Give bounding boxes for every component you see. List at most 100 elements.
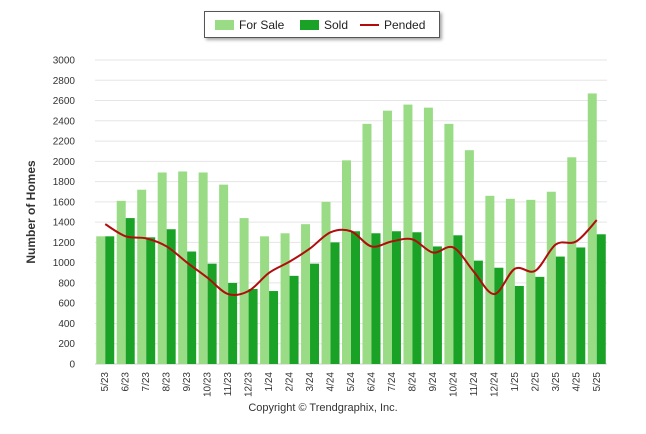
bar-sold — [269, 291, 279, 364]
y-tick-label: 0 — [69, 360, 75, 371]
y-tick-label: 1000 — [53, 258, 76, 269]
bar-sold — [351, 231, 360, 364]
bar-sold — [289, 275, 299, 364]
bar-for-sale — [382, 110, 392, 365]
bar-for-sale — [239, 218, 249, 364]
y-tick-label: 2000 — [53, 157, 76, 168]
bar-for-sale — [260, 236, 270, 364]
y-tick-labels: 0 200 400 600 800 1000 1200 1400 1600 1800 2000 220… — [53, 56, 76, 371]
bar-for-sale — [116, 200, 126, 364]
bar-sold — [535, 276, 545, 364]
bar-for-sale — [464, 150, 474, 364]
bar-sold — [432, 246, 442, 364]
legend-label-for-sale: For Sale — [239, 18, 285, 32]
x-tick-label: 4/25 — [571, 372, 582, 392]
bar-for-sale — [137, 189, 147, 364]
y-tick-label: 1200 — [53, 238, 76, 249]
bar-for-sale — [567, 157, 577, 364]
bar-sold — [228, 282, 238, 364]
bar-for-sale — [321, 201, 331, 364]
bar-for-sale — [219, 184, 229, 364]
x-tick-label: 3/24 — [305, 372, 316, 392]
x-tick-label: 5/24 — [346, 372, 357, 392]
x-tick-labels: 5/23 6/23 7/23 8/23 9/23 10/23 11/23 12/23 1/24 2… — [100, 372, 603, 397]
x-tick-label: 12/24 — [489, 372, 500, 397]
x-tick-label: 12/23 — [244, 372, 255, 397]
bar-sold — [473, 260, 483, 364]
bar-sold — [207, 263, 217, 364]
bar-for-sale — [157, 172, 167, 364]
legend: For Sale Sold Pended — [204, 11, 440, 38]
x-tick-label: 8/23 — [162, 372, 173, 392]
bar-for-sale — [178, 171, 188, 364]
x-tick-label: 8/24 — [407, 372, 418, 392]
x-tick-label: 9/24 — [428, 372, 439, 392]
legend-item-pended: Pended — [360, 18, 425, 32]
bar-sold — [555, 256, 565, 364]
x-tick-label: 11/23 — [223, 372, 234, 397]
bar-for-sale — [403, 104, 413, 364]
bar-sold — [596, 234, 606, 364]
for-sale-swatch — [215, 20, 234, 30]
x-tick-label: 11/24 — [469, 372, 480, 397]
bar-for-sale — [526, 199, 536, 364]
x-tick-label: 1/25 — [510, 372, 521, 392]
bar-sold — [248, 289, 258, 364]
x-tick-label: 7/23 — [141, 372, 152, 392]
x-tick-label: 5/23 — [100, 372, 111, 392]
legend-item-for-sale: For Sale — [215, 18, 284, 32]
x-tick-label: 7/24 — [387, 372, 398, 392]
x-tick-label: 10/24 — [448, 372, 459, 397]
bar-sold — [371, 233, 381, 364]
x-tick-label: 10/23 — [203, 372, 214, 397]
x-tick-label: 9/23 — [182, 372, 193, 392]
y-tick-label: 1600 — [53, 197, 76, 208]
y-tick-label: 200 — [58, 339, 75, 350]
legend-label-sold: Sold — [324, 18, 349, 32]
y-tick-label: 2600 — [53, 96, 76, 107]
bar-sold — [412, 232, 422, 364]
x-tick-label: 6/23 — [121, 372, 132, 392]
bar-for-sale — [423, 107, 433, 365]
bar-sold — [146, 237, 156, 364]
y-tick-label: 2800 — [53, 76, 76, 87]
bar-for-sale — [546, 191, 556, 364]
bar-sold — [391, 231, 401, 364]
pended-line — [104, 219, 598, 297]
legend-label-pended: Pended — [384, 18, 426, 32]
x-tick-label: 4/24 — [326, 372, 337, 392]
bar-for-sale — [342, 160, 351, 364]
bar-for-sale — [301, 224, 311, 364]
y-axis-label: Number of Homes — [24, 160, 38, 264]
bar-sold — [494, 267, 504, 364]
y-tick-label: 1400 — [53, 218, 76, 229]
bar-for-sale — [96, 236, 106, 364]
x-tick-label: 2/25 — [530, 372, 541, 392]
x-tick-label: 2/24 — [285, 372, 296, 392]
bar-for-sale — [444, 123, 454, 364]
y-tick-label: 2400 — [53, 116, 76, 127]
y-tick-label: 1800 — [53, 177, 76, 188]
bar-sold — [166, 229, 176, 364]
bar-sold — [105, 236, 115, 364]
y-tick-label: 800 — [58, 278, 75, 289]
x-tick-label: 3/25 — [551, 372, 562, 392]
x-tick-label: 1/24 — [264, 372, 275, 392]
bar-sold — [187, 251, 197, 364]
bar-for-sale — [280, 233, 290, 364]
bar-sold — [125, 218, 135, 364]
bar-sold — [453, 235, 463, 364]
pended-line-layer — [104, 219, 598, 297]
copyright-text: Copyright © Trendgraphix, Inc. — [248, 402, 398, 414]
bar-for-sale — [198, 172, 208, 364]
bar-sold — [330, 242, 340, 364]
bar-for-sale — [505, 198, 515, 364]
y-tick-label: 600 — [58, 299, 75, 310]
y-tick-label: 2200 — [53, 137, 76, 148]
bar-sold — [514, 285, 524, 364]
x-tick-label: 6/24 — [366, 372, 377, 392]
y-tick-label: 3000 — [53, 56, 76, 67]
bars — [96, 93, 606, 365]
legend-item-sold: Sold — [300, 18, 348, 32]
